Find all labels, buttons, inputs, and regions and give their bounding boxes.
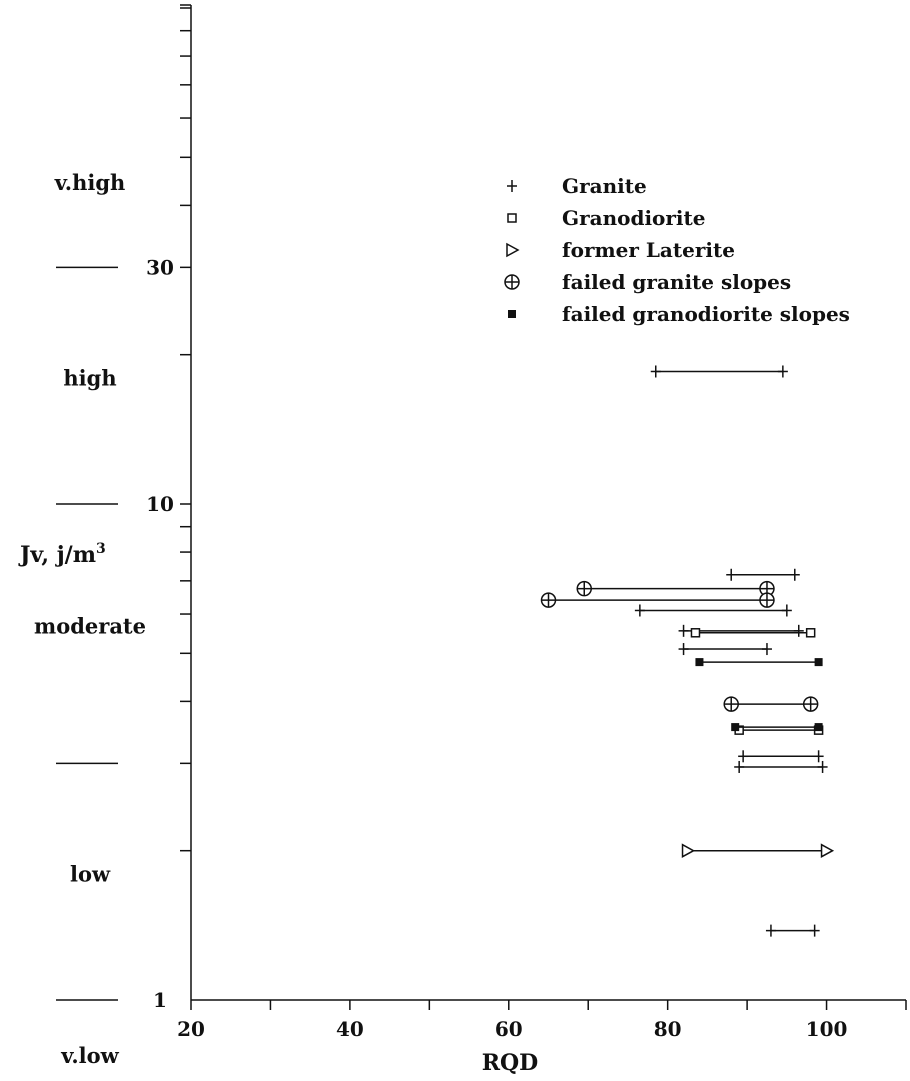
jv-class-label: v.high (54, 170, 126, 195)
range-granite (678, 643, 772, 656)
legend-label: Granite (562, 174, 647, 198)
axes (180, 4, 906, 1001)
legend-label: failed granodiorite slopes (562, 302, 850, 326)
range-granite (734, 760, 828, 773)
jv-class-labels: v.high high moderate low v.low (34, 170, 146, 1068)
legend-label: former Laterite (562, 238, 735, 262)
y-minor-ticks (180, 7, 191, 852)
filled-square-marker (695, 658, 704, 667)
y-axis-title-superscript: 3 (96, 541, 106, 557)
x-tick-label: 80 (654, 1017, 682, 1041)
class-boundary-marks: 1 10 30 (56, 255, 174, 1012)
square-marker (805, 628, 816, 638)
range-granite (765, 924, 820, 937)
filled-square-marker (814, 723, 823, 732)
range-granite (634, 604, 792, 617)
range-granite (738, 750, 824, 763)
square-marker (507, 213, 517, 223)
x-tick-label: 100 (806, 1017, 848, 1041)
x-axis-title: RQD (482, 1050, 539, 1076)
y-tick-label: 1 (153, 988, 167, 1012)
range-failed-granite-slopes (540, 592, 775, 608)
range-failed-granite-slopes (723, 696, 819, 712)
data-ranges (540, 365, 835, 937)
filled-square-marker (814, 658, 823, 667)
x-ticks: 20 40 60 80 100 (177, 1000, 907, 1041)
y-tick-label: 30 (146, 255, 174, 279)
range-failed-granodiorite-slopes (695, 658, 823, 667)
range-failed-granite-slopes (576, 580, 775, 597)
triangle-marker (506, 242, 520, 258)
x-tick-label: 20 (177, 1017, 205, 1041)
range-granite (726, 568, 800, 581)
filled-square-marker (508, 310, 516, 318)
range-granite (650, 365, 788, 378)
x-tick-label: 40 (336, 1017, 364, 1041)
square-marker (690, 628, 701, 638)
jv-class-label: v.low (60, 1043, 119, 1068)
triangle-marker (681, 843, 696, 858)
y-axis-title-base: Jv, j/m (18, 542, 96, 568)
legend-label: Granodiorite (562, 206, 705, 230)
legend: Granite Granodiorite former Laterite failed… (504, 174, 850, 326)
legend-label: failed granite slopes (562, 270, 791, 294)
jv-class-label: low (70, 862, 111, 887)
range-failed-granodiorite-slopes (731, 723, 823, 732)
range-former-laterite (681, 843, 835, 858)
x-tick-label: 60 (495, 1017, 523, 1041)
y-tick-label: 10 (146, 492, 174, 516)
jv-class-label: moderate (34, 614, 146, 639)
filled-square-marker (731, 723, 740, 732)
y-axis-title: Jv, j/m3 (18, 541, 106, 568)
triangle-marker (820, 843, 835, 858)
range-granodiorite (690, 628, 816, 638)
range-granite (678, 624, 804, 637)
jv-class-label: high (63, 366, 116, 391)
